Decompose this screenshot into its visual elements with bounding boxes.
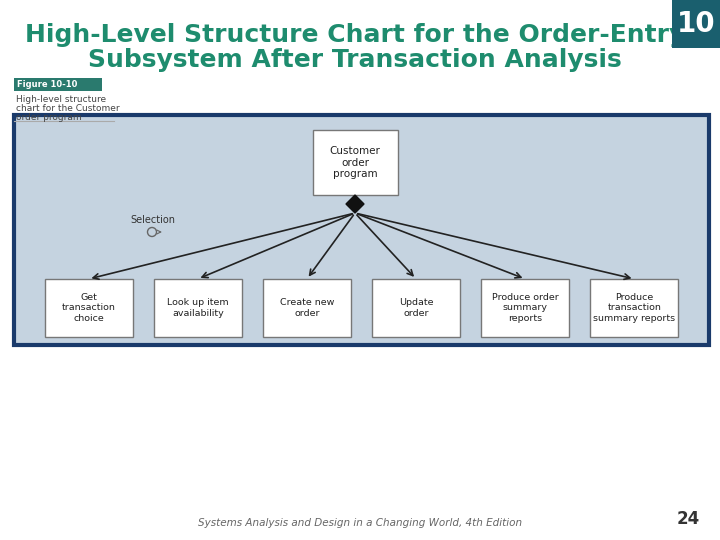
Bar (590, 279, 678, 337)
Text: Produce order
summary
reports: Produce order summary reports (492, 293, 559, 323)
Bar (14, 115, 709, 345)
Text: High-Level Structure Chart for the Order-Entry: High-Level Structure Chart for the Order… (25, 23, 685, 47)
Bar (45, 279, 132, 337)
Bar (154, 279, 242, 337)
Text: Produce
transaction
summary reports: Produce transaction summary reports (593, 293, 675, 323)
Bar (672, 0, 720, 48)
Polygon shape (346, 195, 364, 213)
Text: order program: order program (16, 113, 81, 122)
Text: Figure 10-10: Figure 10-10 (17, 80, 77, 89)
Text: 10: 10 (677, 10, 715, 38)
Text: 24: 24 (677, 510, 700, 528)
Text: Systems Analysis and Design in a Changing World, 4th Edition: Systems Analysis and Design in a Changin… (198, 518, 522, 528)
Bar (372, 279, 460, 337)
Bar (14, 78, 102, 91)
Bar (481, 279, 570, 337)
Text: Create new
order: Create new order (280, 298, 334, 318)
Text: Look up item
availability: Look up item availability (167, 298, 228, 318)
Text: High-level structure: High-level structure (16, 95, 106, 104)
Text: Get
transaction
choice: Get transaction choice (62, 293, 115, 323)
Bar (263, 279, 351, 337)
Bar (312, 130, 397, 195)
Text: chart for the Customer: chart for the Customer (16, 104, 120, 113)
Text: Selection: Selection (130, 215, 175, 225)
Text: Customer
order
program: Customer order program (330, 146, 380, 179)
Text: Update
order: Update order (399, 298, 433, 318)
Text: Subsystem After Transaction Analysis: Subsystem After Transaction Analysis (88, 48, 622, 72)
